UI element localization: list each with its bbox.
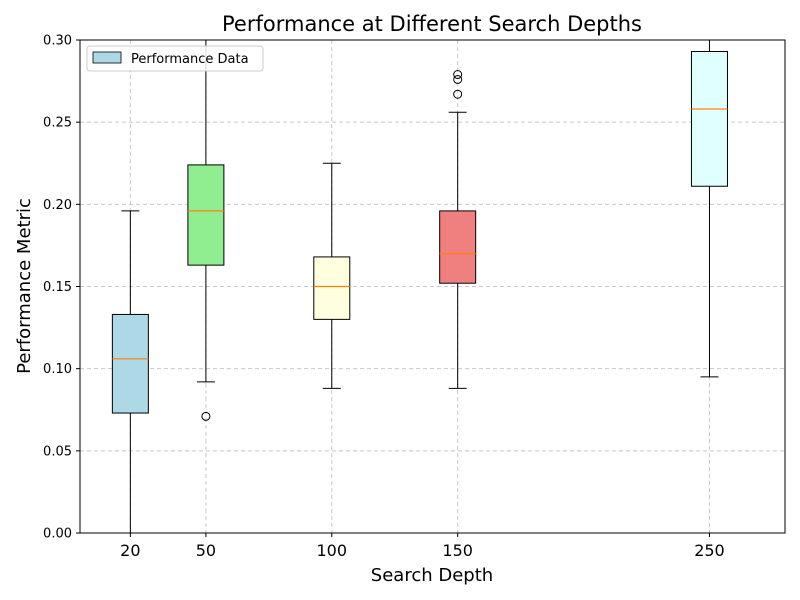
y-tick-label: 0.00	[43, 527, 72, 542]
box-group-150	[439, 70, 477, 389]
chart-title: Performance at Different Search Depths	[222, 12, 642, 36]
y-tick-label: 0.15	[43, 280, 72, 295]
iqr-box	[313, 256, 351, 320]
box-group-20	[111, 210, 149, 534]
outlier-point	[201, 411, 211, 421]
box-group-250	[690, 39, 728, 378]
x-tick-label: 250	[694, 541, 725, 560]
y-tick-label: 0.30	[43, 34, 72, 49]
outlier-point	[453, 70, 463, 80]
y-tick-label: 0.05	[43, 444, 72, 459]
x-tick-label: 100	[317, 541, 348, 560]
legend: Performance Data	[86, 45, 264, 72]
outlier-point	[453, 89, 463, 99]
y-axis: 0.00 0.05 0.10 0.15 0.20 0.25 0.30	[43, 34, 80, 542]
box-group-100	[313, 162, 351, 389]
x-tick-label: 20	[120, 541, 140, 560]
box-series	[111, 39, 728, 534]
y-tick-label: 0.25	[43, 116, 72, 131]
iqr-box	[439, 210, 477, 284]
grid-lines	[80, 40, 785, 533]
x-tick-label: 50	[196, 541, 216, 560]
box-group-50	[187, 39, 225, 421]
iqr-box	[111, 313, 149, 414]
iqr-box	[187, 164, 225, 266]
y-tick-label: 0.10	[43, 362, 72, 377]
x-axis: 20 50 100 150 250	[120, 533, 725, 560]
legend-frame	[86, 45, 264, 72]
legend-swatch	[92, 51, 122, 64]
outlier-point	[453, 74, 463, 84]
y-axis-label: Performance Metric	[14, 198, 35, 374]
legend-entry-label: Performance Data	[131, 52, 249, 67]
iqr-box	[690, 51, 728, 187]
y-tick-label: 0.20	[43, 198, 72, 213]
x-tick-label: 150	[442, 541, 473, 560]
x-axis-label: Search Depth	[371, 565, 493, 586]
